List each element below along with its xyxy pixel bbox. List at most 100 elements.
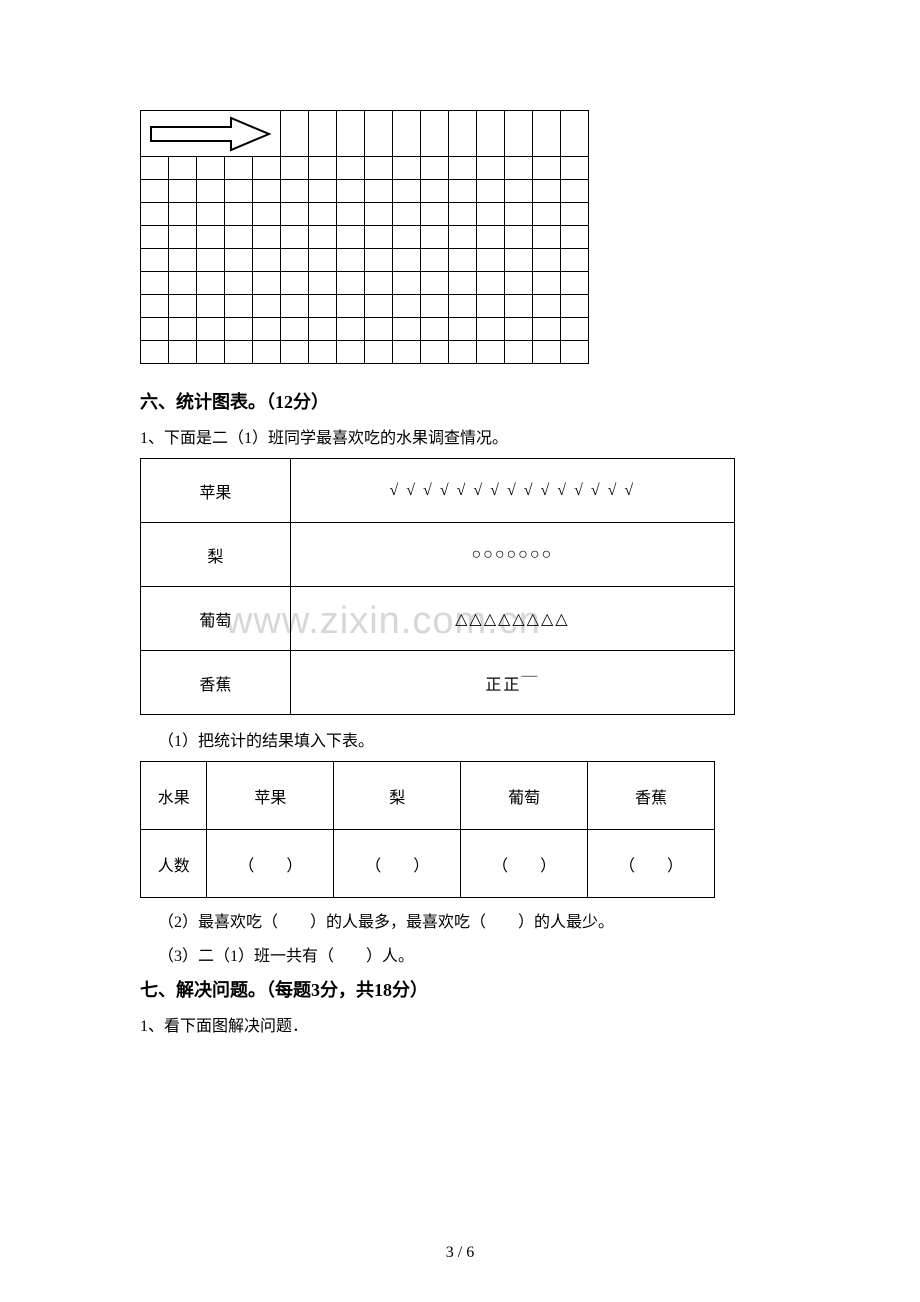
grid-cell: [169, 341, 197, 364]
survey-fruit-label: 苹果: [141, 459, 291, 523]
grid-cell: [141, 341, 169, 364]
grid-cell: [197, 180, 225, 203]
grid-cell: [253, 226, 281, 249]
grid-cell: [225, 226, 253, 249]
grid-cell: [281, 318, 309, 341]
grid-cell: [477, 180, 505, 203]
grid-cell: [337, 157, 365, 180]
grid-cell: [225, 318, 253, 341]
grid-cell: [477, 318, 505, 341]
grid-cell: [169, 249, 197, 272]
grid-cell: [225, 295, 253, 318]
q6-sub1: （1）把统计的结果填入下表。: [158, 727, 780, 751]
grid-cell: [561, 295, 589, 318]
grid-cell: [533, 157, 561, 180]
grid-cell: [169, 318, 197, 341]
grid-cell: [561, 226, 589, 249]
drawing-grid: [140, 110, 589, 364]
results-row-header: 水果: [141, 762, 207, 830]
section-6-heading: 六、统计图表。（12分）: [140, 388, 780, 414]
grid-cell: [449, 203, 477, 226]
grid-cell: [309, 295, 337, 318]
survey-marks: √ √ √ √ √ √ √ √ √ √ √ √ √ √ √: [290, 459, 734, 523]
grid-cell: [533, 341, 561, 364]
q6-1-intro: 1、下面是二（1）班同学最喜欢吃的水果调查情况。: [140, 424, 780, 448]
grid-cell: [253, 180, 281, 203]
section-7-heading: 七、解决问题。（每题3分，共18分）: [140, 976, 780, 1002]
grid-cell: [561, 180, 589, 203]
grid-cell: [561, 318, 589, 341]
grid-cell: [337, 318, 365, 341]
grid-cell: [253, 157, 281, 180]
survey-table: 苹果√ √ √ √ √ √ √ √ √ √ √ √ √ √ √梨○○○○○○○葡…: [140, 458, 735, 715]
grid-cell: [561, 249, 589, 272]
grid-cell: [533, 249, 561, 272]
grid-cell: [225, 341, 253, 364]
grid-cell: [141, 249, 169, 272]
grid-cell: [309, 226, 337, 249]
arrow-icon: [143, 115, 273, 153]
grid-cell: [281, 272, 309, 295]
grid-cell: [421, 318, 449, 341]
grid-cell: [281, 249, 309, 272]
grid-cell: [533, 295, 561, 318]
results-count-header: 人数: [141, 830, 207, 898]
grid-cell: [337, 203, 365, 226]
grid-cell: [477, 341, 505, 364]
grid-cell: [533, 111, 561, 157]
q6-sub2: （2）最喜欢吃（ ）的人最多，最喜欢吃（ ）的人最少。: [158, 908, 780, 932]
grid-cell: [365, 295, 393, 318]
grid-cell: [197, 295, 225, 318]
grid-cell: [449, 295, 477, 318]
grid-cell: [393, 111, 421, 157]
results-table: 水果苹果梨葡萄香蕉人数（ ）（ ）（ ）（ ）: [140, 761, 715, 898]
grid-cell: [505, 226, 533, 249]
grid-cell: [141, 203, 169, 226]
grid-cell: [281, 341, 309, 364]
grid-cell: [505, 157, 533, 180]
grid-cell: [197, 226, 225, 249]
grid-cell: [281, 180, 309, 203]
grid-cell: [169, 226, 197, 249]
grid-cell: [449, 111, 477, 157]
grid-cell: [393, 295, 421, 318]
results-col-header: 苹果: [207, 762, 334, 830]
grid-cell: [253, 318, 281, 341]
page-content: 六、统计图表。（12分） 1、下面是二（1）班同学最喜欢吃的水果调查情况。 苹果…: [140, 110, 780, 1036]
grid-cell: [477, 203, 505, 226]
grid-cell: [505, 295, 533, 318]
grid-cell: [337, 249, 365, 272]
grid-cell: [449, 272, 477, 295]
grid-cell: [253, 249, 281, 272]
grid-cell: [533, 180, 561, 203]
grid-cell: [169, 203, 197, 226]
grid-cell: [449, 341, 477, 364]
grid-cell: [225, 157, 253, 180]
grid-cell: [169, 295, 197, 318]
page-number: 3 / 6: [0, 1244, 920, 1262]
grid-cell: [421, 157, 449, 180]
grid-cell: [477, 249, 505, 272]
grid-cell: [141, 272, 169, 295]
results-col-header: 梨: [334, 762, 461, 830]
grid-cell: [505, 249, 533, 272]
grid-cell: [197, 341, 225, 364]
grid-cell: [505, 180, 533, 203]
grid-cell: [253, 203, 281, 226]
grid-cell: [561, 157, 589, 180]
grid-cell: [309, 180, 337, 203]
grid-cell: [477, 226, 505, 249]
grid-cell: [141, 157, 169, 180]
results-blank-cell: （ ）: [334, 830, 461, 898]
grid-cell: [337, 272, 365, 295]
grid-cell: [365, 180, 393, 203]
grid-cell: [421, 203, 449, 226]
grid-cell: [365, 157, 393, 180]
grid-cell: [169, 272, 197, 295]
grid-cell: [197, 157, 225, 180]
grid-cell: [169, 157, 197, 180]
grid-cell: [393, 157, 421, 180]
grid-cell: [533, 203, 561, 226]
grid-cell: [393, 318, 421, 341]
grid-cell: [421, 341, 449, 364]
